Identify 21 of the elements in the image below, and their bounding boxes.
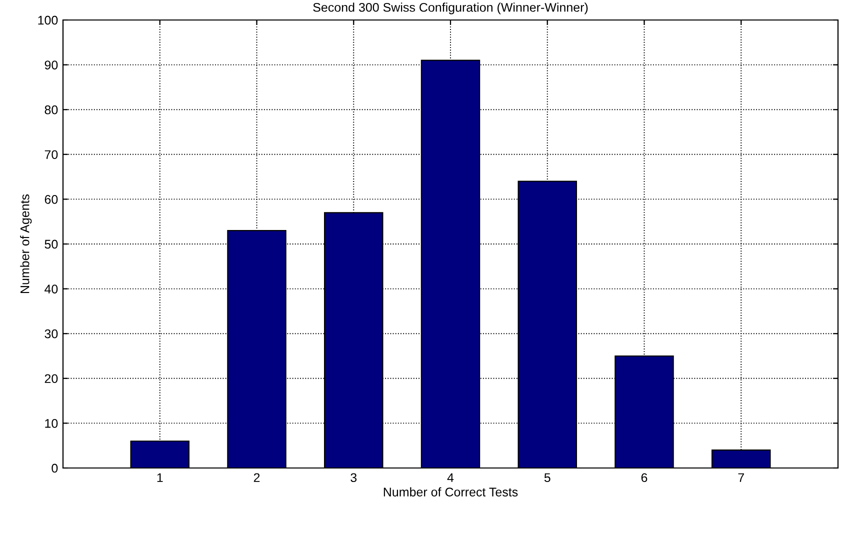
y-tick-label: 10: [45, 419, 58, 428]
chart-title: Second 300 Swiss Configuration (Winner-Winner): [313, 2, 588, 14]
y-tick-label: 70: [44, 150, 58, 160]
y-tick-label: 30: [44, 329, 58, 338]
x-tick-label: 3: [350, 473, 357, 482]
y-tick-label: 50: [44, 240, 58, 249]
y-tick-label: 20: [44, 374, 58, 384]
x-tick-label: 5: [544, 473, 550, 482]
y-tick-label: 100: [38, 16, 58, 25]
x-tick-label: 1: [157, 473, 163, 482]
y-tick-label: 90: [44, 60, 58, 70]
y-tick-label: 40: [44, 284, 58, 294]
x-tick-label: 2: [254, 473, 260, 482]
y-axis-title: Number of Agents: [20, 194, 32, 293]
x-tick-label: 7: [738, 473, 744, 482]
y-tick-label: 60: [44, 195, 58, 204]
x-axis-title: Number of Correct Tests: [384, 487, 518, 496]
y-tick-label: 80: [44, 105, 58, 114]
x-tick-label: 6: [641, 473, 648, 482]
x-tick-label: 4: [447, 473, 454, 482]
y-tick-label: 0: [52, 464, 58, 473]
